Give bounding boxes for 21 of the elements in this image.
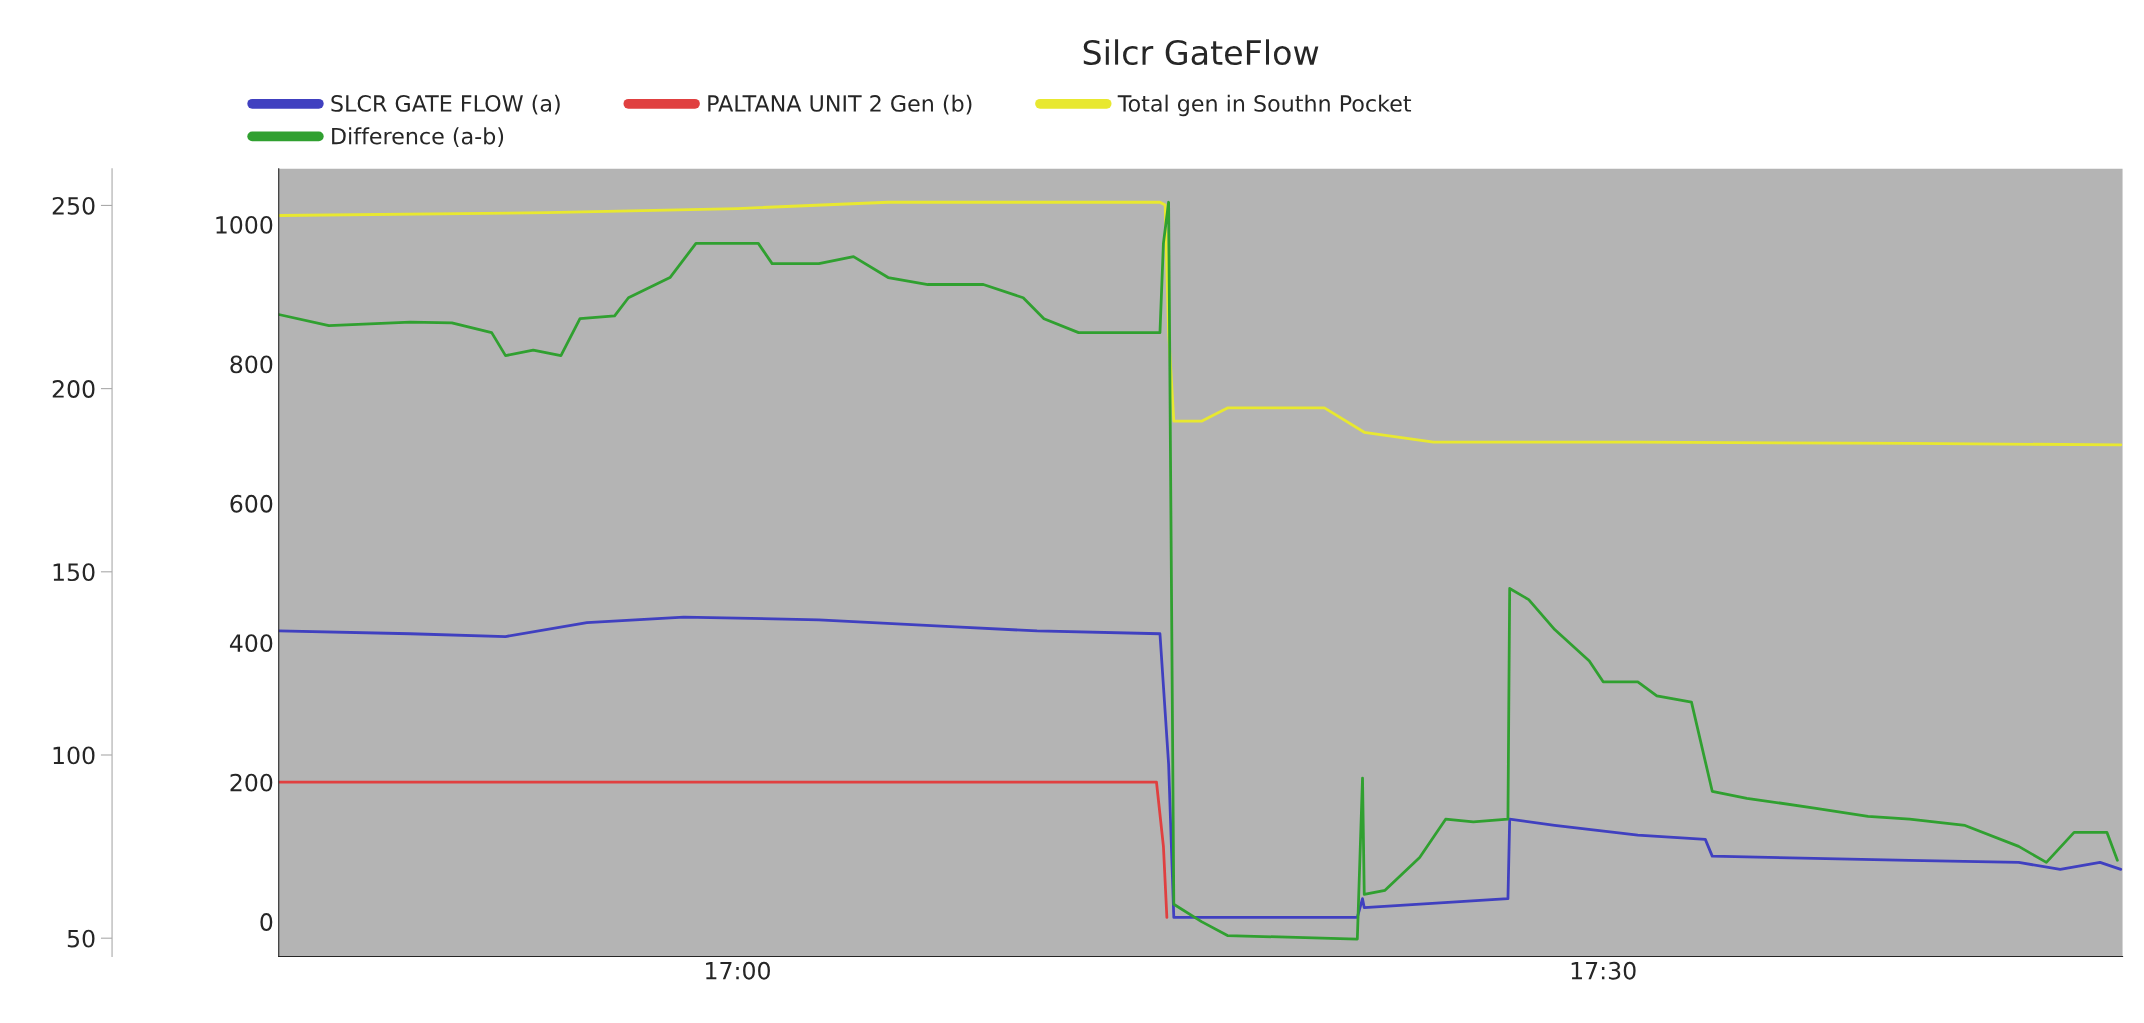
x-tick-label: 17:30 bbox=[1571, 961, 1636, 980]
y-tick-label: 1000 bbox=[216, 216, 273, 234]
y2-tick-label: 250 bbox=[52, 196, 95, 215]
x-tick-label: 17:00 bbox=[706, 961, 770, 980]
legend-label: PALTANA UNIT 2 Gen (b) bbox=[708, 94, 972, 115]
y2-tick-label: 100 bbox=[53, 746, 95, 765]
y-tick-label: 600 bbox=[230, 494, 273, 513]
legend-label: SLCR GATE FLOW (a) bbox=[331, 94, 560, 115]
y-tick-label: 0 bbox=[260, 913, 273, 931]
legend-label: Total gen in Southn Pocket bbox=[1117, 94, 1412, 117]
y2-tick-label: 150 bbox=[53, 563, 95, 582]
chart-title: Silcr GateFlow bbox=[1083, 39, 1319, 66]
y-tick-label: 400 bbox=[229, 634, 273, 653]
y-tick-label: 800 bbox=[230, 355, 273, 374]
y-tick-label: 200 bbox=[230, 773, 273, 792]
y2-tick-label: 50 bbox=[67, 929, 95, 948]
y2-tick-label: 200 bbox=[52, 380, 95, 398]
line-series bbox=[278, 200, 2119, 941]
legend-label: Difference (a-b) bbox=[332, 127, 504, 148]
line-series bbox=[278, 615, 2123, 919]
line-series bbox=[278, 200, 2123, 447]
